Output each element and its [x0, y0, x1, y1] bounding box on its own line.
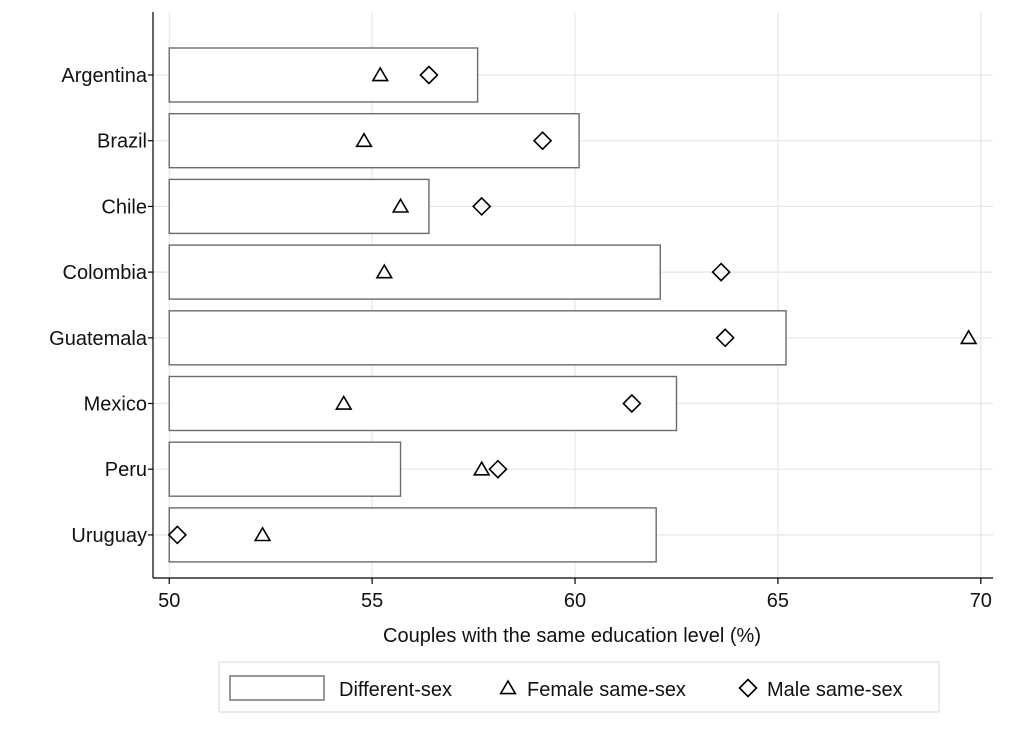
female-marker-uruguay	[253, 526, 272, 542]
male-marker-argentina	[419, 65, 439, 85]
bar-colombia	[168, 244, 661, 300]
male-marker-guatemala	[715, 328, 735, 348]
female-marker-chile	[391, 197, 410, 213]
legend-label-male-same-sex: Male same-sex	[767, 679, 903, 701]
legend-label-female-same-sex: Female same-sex	[527, 679, 686, 701]
female-marker-mexico	[334, 394, 353, 410]
bar-guatemala	[168, 310, 787, 366]
legend-key-female-same-sex	[499, 679, 517, 695]
male-marker-mexico	[622, 393, 642, 414]
x-tick-label: 60	[564, 590, 586, 612]
female-marker-argentina	[371, 66, 389, 82]
legend-key-male-same-sex	[738, 678, 758, 698]
y-tick-label: Colombia	[63, 262, 148, 284]
axes: Argentina Brazil Chile Colombia Guatemala Mex…	[49, 12, 993, 612]
bars	[168, 47, 787, 563]
male-marker-chile	[472, 196, 492, 217]
legend-label-different-sex: Different-sex	[339, 679, 452, 701]
female-marker-colombia	[375, 263, 394, 279]
male-marker-peru	[488, 459, 508, 479]
male-marker-uruguay	[167, 525, 187, 545]
x-tick-label: 55	[361, 590, 383, 612]
y-tick-label: Uruguay	[71, 525, 147, 547]
male-marker-colombia	[711, 262, 731, 282]
female-marker-guatemala	[959, 329, 978, 345]
markers	[167, 65, 978, 545]
y-tick-label: Peru	[105, 459, 147, 481]
male-marker-brazil	[532, 131, 553, 151]
bar-uruguay	[168, 507, 657, 563]
bar-mexico	[168, 375, 678, 432]
legend: Different-sex Female same-sex Male same-se…	[218, 661, 940, 713]
y-tick-label: Chile	[101, 196, 147, 218]
bar-brazil	[168, 112, 580, 169]
female-marker-peru	[472, 460, 491, 476]
y-tick-label: Mexico	[84, 394, 147, 416]
bar-peru	[168, 441, 402, 497]
female-marker-brazil	[355, 132, 373, 148]
x-tick-label: 50	[158, 590, 180, 612]
x-tick-label: 65	[767, 590, 789, 612]
legend-key-different-sex	[229, 675, 325, 701]
bar-argentina	[168, 47, 479, 103]
x-axis-title: Couples with the same education level (%…	[383, 625, 761, 647]
y-tick-label: Brazil	[97, 131, 147, 153]
bar-chile	[168, 178, 430, 235]
y-tick-label: Guatemala	[49, 328, 148, 350]
x-tick-label: 70	[970, 590, 992, 612]
y-tick-label: Argentina	[61, 65, 147, 87]
legend-box	[218, 661, 940, 713]
